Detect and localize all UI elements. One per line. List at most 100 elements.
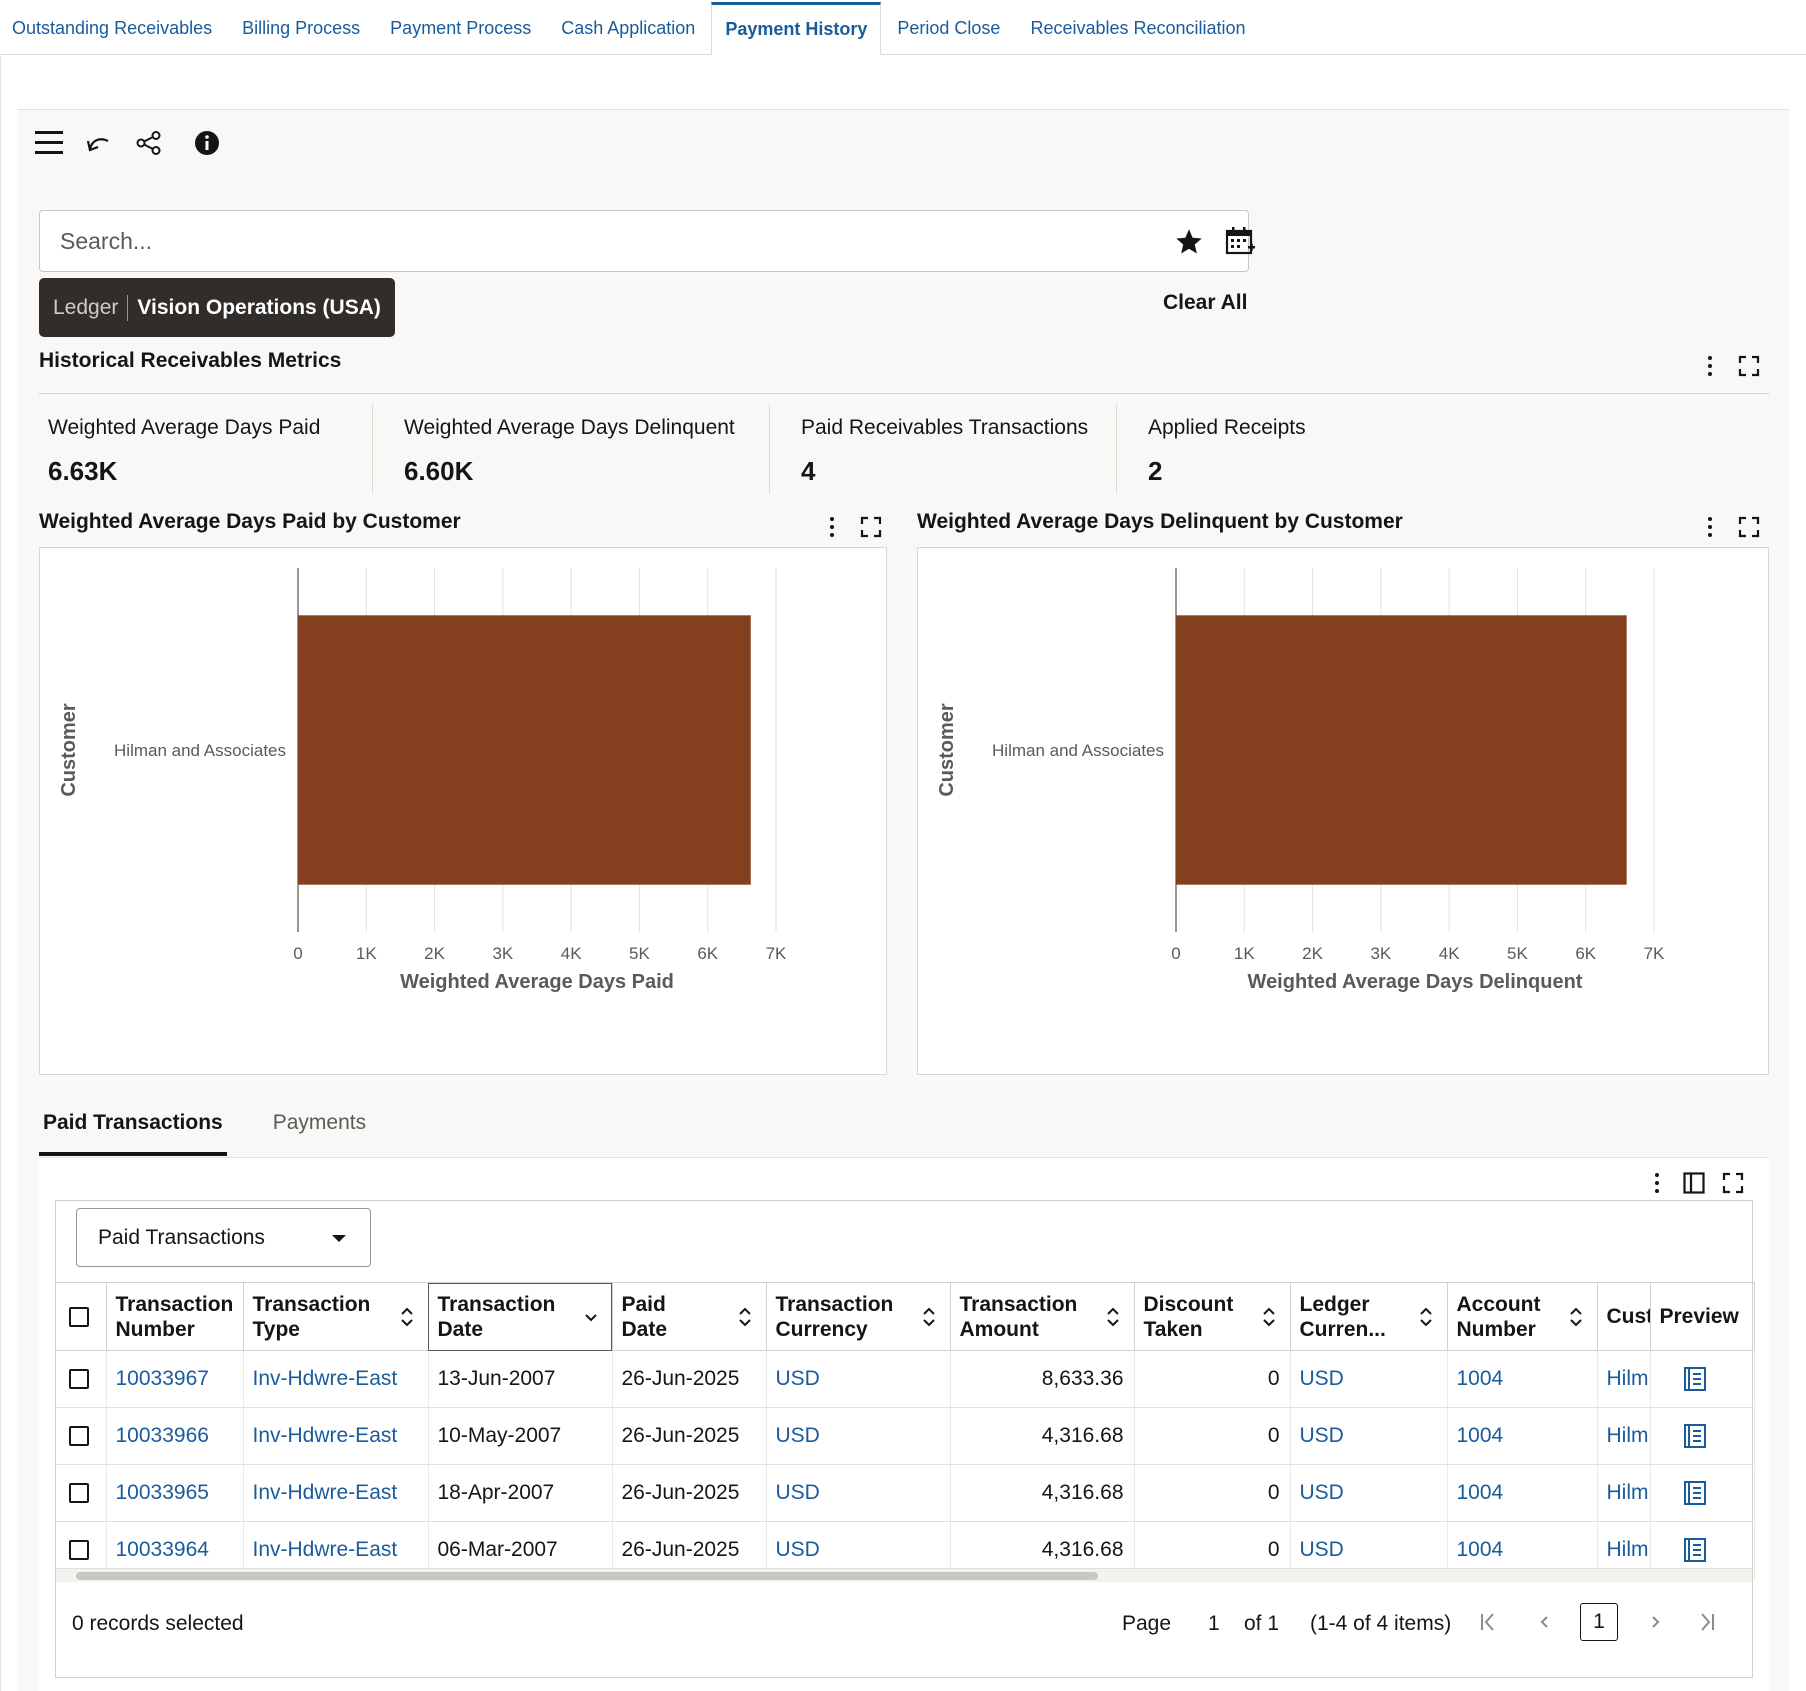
tab-payments[interactable]: Payments [272, 1111, 367, 1134]
tab-payment-history[interactable]: Payment History [711, 2, 882, 55]
col-header-customer[interactable]: Cust [1597, 1282, 1651, 1351]
clear-all-button[interactable]: Clear All [1163, 291, 1248, 314]
customer-link[interactable]: Hilm [1606, 1538, 1649, 1561]
ledger-currency-link[interactable]: USD [1299, 1424, 1344, 1447]
col-header-ledger-currency[interactable]: Ledger Curren... [1290, 1282, 1448, 1351]
tab-receivables-reconciliation[interactable]: Receivables Reconciliation [1030, 17, 1246, 38]
transaction-date-cell: 10-May-2007 [428, 1407, 613, 1465]
sort-icon[interactable] [922, 1306, 936, 1328]
transaction-number-link[interactable]: 10033967 [115, 1367, 209, 1390]
tab-outstanding-receivables[interactable]: Outstanding Receivables [12, 17, 213, 38]
table-header-row: Transaction Number Transaction Type Tran… [56, 1282, 1755, 1351]
table-row[interactable]: 10033966 Inv-Hdwre-East 10-May-2007 26-Jun-… [56, 1407, 1755, 1465]
ledger-currency-link[interactable]: USD [1299, 1538, 1344, 1561]
chart-days-paid-expand-icon[interactable] [860, 516, 882, 538]
bar-0[interactable] [1176, 615, 1627, 885]
transaction-type-link[interactable]: Inv-Hdwre-East [252, 1538, 398, 1561]
customer-link[interactable]: Hilm [1606, 1481, 1649, 1504]
preview-document-icon[interactable] [1683, 1366, 1707, 1392]
col-header-account-number[interactable]: Account Number [1447, 1282, 1598, 1351]
undo-icon[interactable] [84, 128, 114, 158]
bar-0[interactable] [298, 615, 751, 885]
col-header-discount-taken[interactable]: Discount Taken [1134, 1282, 1291, 1351]
tab-paid-transactions[interactable]: Paid Transactions [39, 1106, 227, 1156]
customer-cell: Hilm [1597, 1464, 1651, 1522]
transaction-currency-link[interactable]: USD [775, 1481, 820, 1504]
share-icon[interactable] [134, 128, 164, 158]
previous-page-icon[interactable] [1534, 1611, 1556, 1633]
chart-days-delinquent-expand-icon[interactable] [1738, 516, 1760, 538]
col-header-transaction-number[interactable]: Transaction Number [106, 1282, 244, 1351]
transaction-currency-link[interactable]: USD [775, 1538, 820, 1561]
table-expand-icon[interactable] [1722, 1172, 1744, 1194]
metrics-expand-icon[interactable] [1738, 355, 1760, 377]
hamburger-menu-icon[interactable] [34, 128, 64, 158]
preview-document-icon[interactable] [1683, 1537, 1707, 1563]
transaction-type-link[interactable]: Inv-Hdwre-East [252, 1367, 398, 1390]
transaction-currency-link[interactable]: USD [775, 1424, 820, 1447]
col-header-transaction-amount[interactable]: Transaction Amount [950, 1282, 1135, 1351]
metric-days-paid: Weighted Average Days Paid 6.63K [17, 404, 373, 494]
transaction-number-link[interactable]: 10033964 [115, 1538, 209, 1561]
col-header-paid-date[interactable]: Paid Date [612, 1282, 767, 1351]
transaction-type-link[interactable]: Inv-Hdwre-East [252, 1481, 398, 1504]
star-icon[interactable] [1174, 227, 1204, 257]
sort-icon[interactable] [400, 1306, 414, 1328]
transaction-number-link[interactable]: 10033966 [115, 1424, 209, 1447]
info-icon[interactable] [192, 128, 222, 158]
row-checkbox[interactable] [69, 1540, 89, 1561]
account-number-link[interactable]: 1004 [1456, 1481, 1504, 1504]
account-number-link[interactable]: 1004 [1456, 1538, 1504, 1561]
sort-icon[interactable] [1569, 1306, 1583, 1328]
table-detach-icon[interactable] [1683, 1172, 1705, 1194]
table-row[interactable]: 10033965 Inv-Hdwre-East 18-Apr-2007 26-Jun-… [56, 1464, 1755, 1522]
account-number-link[interactable]: 1004 [1456, 1367, 1504, 1390]
tab-payment-process[interactable]: Payment Process [390, 17, 532, 38]
scrollbar-thumb[interactable] [76, 1572, 1098, 1580]
customer-link[interactable]: Hilm [1606, 1367, 1649, 1390]
transaction-number-link[interactable]: 10033965 [115, 1481, 209, 1504]
view-select[interactable]: Paid Transactions [76, 1208, 371, 1267]
table-more-actions-icon[interactable] [1652, 1170, 1662, 1196]
chart-days-delinquent-more-icon[interactable] [1705, 514, 1715, 540]
transaction-currency-link[interactable]: USD [775, 1367, 820, 1390]
filter-chip-ledger[interactable]: Ledger Vision Operations (USA) [39, 278, 395, 337]
metrics-more-actions-icon[interactable] [1705, 353, 1715, 379]
transaction-date-cell: 13-Jun-2007 [428, 1350, 613, 1408]
sort-icon[interactable] [1262, 1306, 1276, 1328]
sort-descending-icon[interactable] [584, 1306, 598, 1328]
preview-document-icon[interactable] [1683, 1423, 1707, 1449]
sort-icon[interactable] [1419, 1306, 1433, 1328]
table-row[interactable]: 10033967 Inv-Hdwre-East 13-Jun-2007 26-Jun-… [56, 1350, 1755, 1408]
row-checkbox[interactable] [69, 1369, 89, 1390]
col-header-transaction-currency[interactable]: Transaction Currency [766, 1282, 951, 1351]
x-tick-label: 4K [561, 944, 582, 963]
select-all-checkbox[interactable] [69, 1307, 89, 1328]
tab-cash-application[interactable]: Cash Application [561, 17, 696, 38]
last-page-icon[interactable] [1696, 1611, 1718, 1633]
ledger-currency-link[interactable]: USD [1299, 1367, 1344, 1390]
sort-icon[interactable] [1106, 1306, 1120, 1328]
tab-period-close[interactable]: Period Close [897, 17, 1001, 38]
col-header-transaction-date[interactable]: Transaction Date [428, 1282, 613, 1351]
x-tick-label: 7K [1644, 944, 1665, 963]
horizontal-scrollbar[interactable] [56, 1568, 1752, 1582]
customer-link[interactable]: Hilm [1606, 1424, 1649, 1447]
tab-billing-process[interactable]: Billing Process [242, 17, 361, 38]
current-page-box[interactable]: 1 [1580, 1603, 1618, 1641]
sort-icon[interactable] [738, 1306, 752, 1328]
account-number-link[interactable]: 1004 [1456, 1424, 1504, 1447]
preview-document-icon[interactable] [1683, 1480, 1707, 1506]
search-input[interactable] [40, 211, 1140, 271]
paid-date-cell: 26-Jun-2025 [621, 1538, 740, 1561]
chart-days-paid-more-icon[interactable] [827, 514, 837, 540]
ledger-currency-link[interactable]: USD [1299, 1481, 1344, 1504]
transaction-type-link[interactable]: Inv-Hdwre-East [252, 1424, 398, 1447]
next-page-icon[interactable] [1644, 1611, 1666, 1633]
ledger-currency-cell: USD [1290, 1407, 1448, 1465]
row-checkbox[interactable] [69, 1483, 89, 1504]
col-header-transaction-type[interactable]: Transaction Type [243, 1282, 429, 1351]
first-page-icon[interactable] [1477, 1611, 1499, 1633]
calendar-icon[interactable] [1224, 225, 1256, 257]
row-checkbox[interactable] [69, 1426, 89, 1447]
